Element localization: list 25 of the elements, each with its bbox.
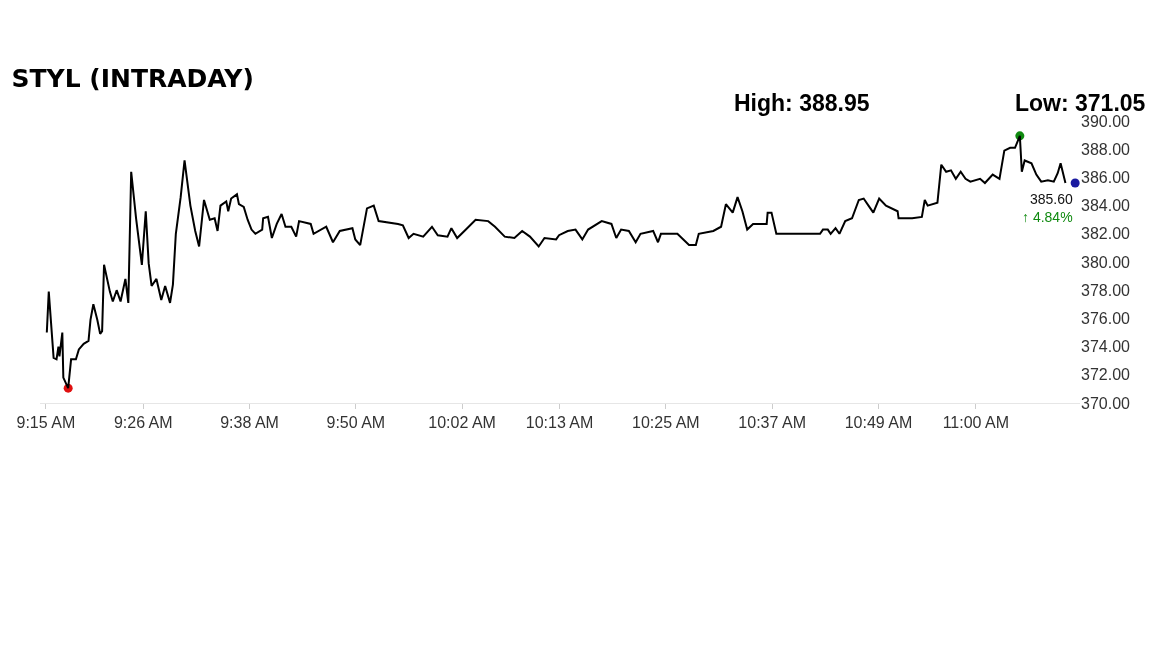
x-tick-label: 10:49 AM [844, 414, 913, 432]
annotation: ↑ 4.84% [1022, 209, 1073, 225]
y-tick-label: 384.00 [1081, 197, 1131, 215]
y-tick-label: 376.00 [1081, 310, 1131, 327]
y-tick-label: 388.00 [1081, 140, 1131, 158]
y-tick-label: 372.00 [1081, 366, 1131, 384]
x-tick-label: 10:25 AM [632, 414, 700, 432]
x-tick-label: 9:38 AM [220, 414, 279, 432]
x-tick-label: 9:26 AM [113, 414, 173, 432]
x-tick-label: 9:15 AM [16, 414, 76, 432]
text: High: 388.95 [734, 90, 870, 116]
chart-title: STYL (INTRADAY) [11, 63, 254, 93]
x-tick-label: 10:02 AM [428, 414, 496, 432]
x-tick-label: 10:13 AM [525, 414, 594, 432]
point [1070, 178, 1080, 188]
y-tick-label: 386.00 [1081, 169, 1131, 186]
x-tick-label: 11:00 AM [942, 414, 1010, 432]
y-tick-label: 378.00 [1081, 281, 1131, 299]
x-tick-label: 10:37 AM [738, 414, 806, 432]
y-tick-label: 374.00 [1081, 338, 1131, 356]
annotation: 385.60 [1030, 191, 1074, 207]
y-tick-label: 380.00 [1081, 253, 1131, 271]
y-tick-label: 382.00 [1081, 225, 1131, 243]
y-tick-label: 370.00 [1081, 394, 1131, 412]
x-tick-label: 9:50 AM [326, 414, 386, 432]
